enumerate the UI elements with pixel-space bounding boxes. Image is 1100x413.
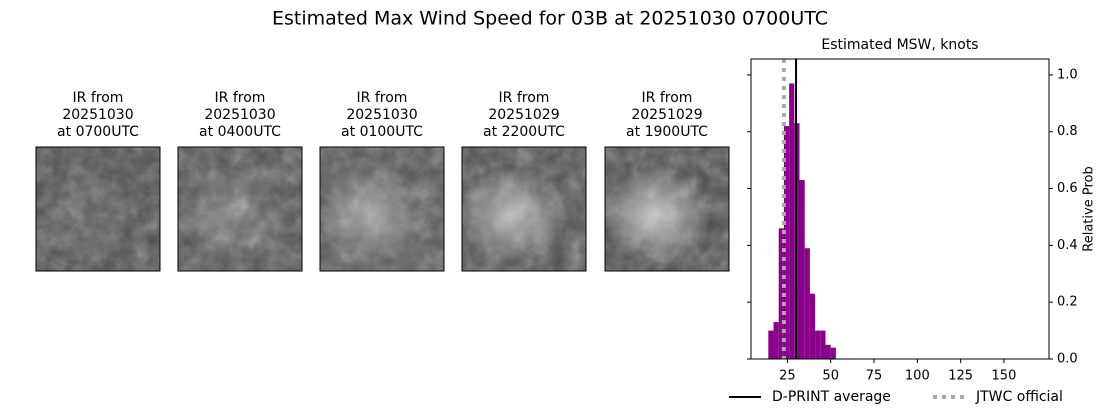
panel-frame <box>319 146 445 272</box>
panel-frame <box>604 146 730 272</box>
x-tick-label: 50 <box>822 369 839 384</box>
y-tick-label: 0.2 <box>1057 295 1078 310</box>
bar <box>820 330 826 359</box>
panel-title: at 0100UTC <box>341 124 423 140</box>
bar <box>804 248 810 359</box>
y-tick-label: 1.0 <box>1057 67 1078 82</box>
panel-title: IR from <box>73 90 124 106</box>
bar <box>773 322 779 359</box>
y-tick-label: 0.6 <box>1057 181 1078 196</box>
bar <box>815 330 821 359</box>
y-tick-label: 0.4 <box>1057 238 1078 253</box>
plot-frame <box>750 58 1050 360</box>
bar <box>789 83 795 359</box>
panel-title: 20251030 <box>346 107 417 123</box>
ir-texture <box>320 147 444 271</box>
bar <box>830 347 836 359</box>
panel-frame <box>177 146 303 272</box>
bar <box>778 228 784 359</box>
panel-title: at 2200UTC <box>483 124 565 140</box>
y-tick-label: 0.0 <box>1057 352 1078 367</box>
panel-title: at 0400UTC <box>199 124 281 140</box>
panel-frame <box>35 146 161 272</box>
figure-title: Estimated Max Wind Speed for 03B at 2025… <box>272 8 828 30</box>
legend-label: JTWC official <box>975 389 1063 405</box>
panel-title: at 0700UTC <box>57 124 139 140</box>
bar <box>809 293 816 359</box>
panel-frame <box>461 146 587 272</box>
panel-title: at 1900UTC <box>626 124 708 140</box>
bar <box>783 126 790 359</box>
x-tick-label: 75 <box>866 369 883 384</box>
ir-texture <box>462 147 586 271</box>
panel-title: IR from <box>357 90 408 106</box>
x-tick-label: 125 <box>948 369 973 384</box>
panel-title: 20251029 <box>488 107 559 123</box>
bar <box>768 330 774 359</box>
panel-title: 20251030 <box>204 107 275 123</box>
ir-texture <box>36 147 160 271</box>
bar <box>799 180 805 359</box>
ir-texture <box>178 147 302 271</box>
panel-title: IR from <box>499 90 550 106</box>
ir-texture <box>605 147 729 271</box>
x-tick-label: 100 <box>905 369 930 384</box>
x-tick-label: 25 <box>779 369 796 384</box>
x-tick-label: 150 <box>992 369 1017 384</box>
panel-title: IR from <box>215 90 266 106</box>
panel-title: 20251030 <box>62 107 133 123</box>
y-tick-label: 0.8 <box>1057 124 1078 139</box>
bar <box>825 344 831 359</box>
legend-label: D-PRINT average <box>772 389 891 405</box>
chart-title: Estimated MSW, knots <box>821 37 978 53</box>
panel-title: IR from <box>642 90 693 106</box>
y-axis-label: Relative Prob <box>1082 166 1097 251</box>
panel-title: 20251029 <box>631 107 702 123</box>
